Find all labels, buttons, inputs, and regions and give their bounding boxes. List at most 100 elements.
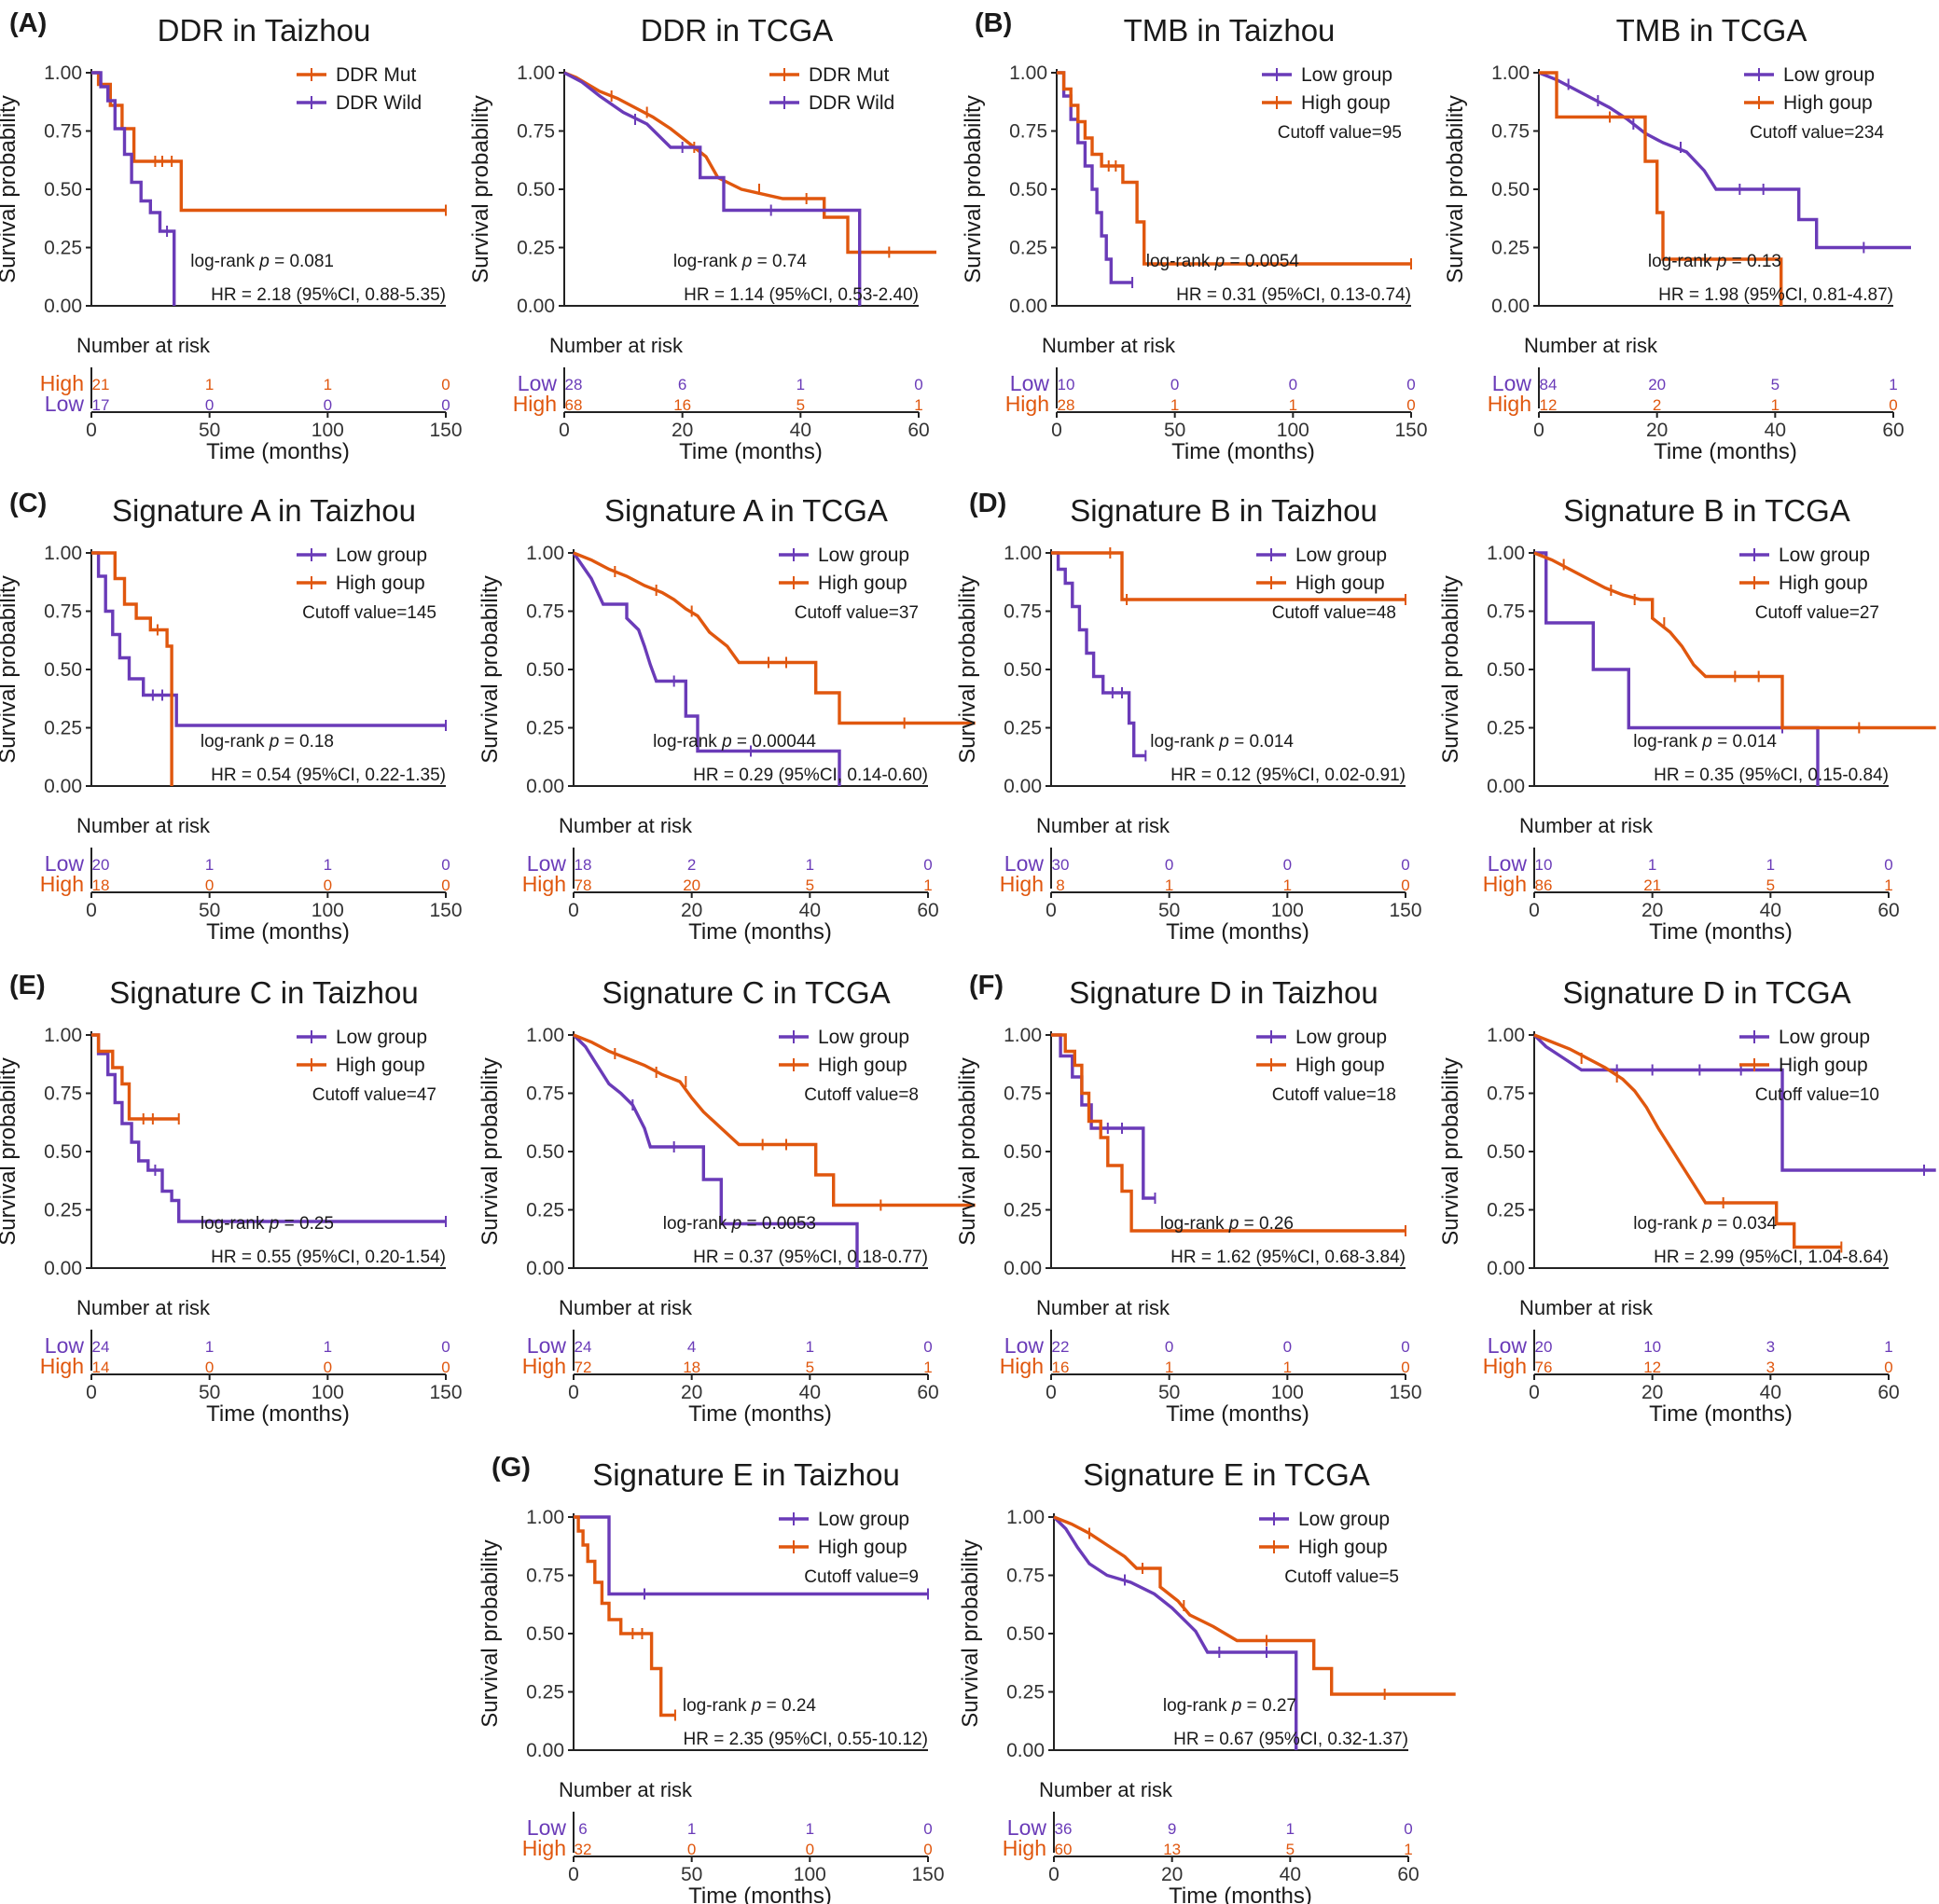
- legend-label: High goup: [336, 1055, 425, 1076]
- x-tick-label: 100: [1271, 900, 1304, 921]
- y-axis-title: Survival probability: [478, 1057, 503, 1245]
- y-tick-label: 0.00: [526, 776, 564, 797]
- logrank-annotation: log-rank p = 0.24: [683, 1696, 817, 1716]
- x-tick-label: 0: [1051, 420, 1062, 441]
- risk-count: 21: [92, 376, 110, 393]
- km-panel: (G) Signature E in Taizhou 0.00 0.25 0.50 0.7…: [478, 1453, 945, 1904]
- risk-count: 10: [1058, 376, 1075, 393]
- survival-curve-orange: [1057, 71, 1411, 266]
- y-tick-label: 0.75: [526, 1566, 564, 1587]
- p-value: = 0.014: [1229, 732, 1295, 752]
- risk-count: 0: [1884, 1359, 1892, 1376]
- logrank-annotation: log-rank p = 0.00044: [653, 732, 816, 752]
- panel-title: TMB in Taizhou: [1124, 13, 1336, 48]
- y-tick-label: 0.75: [1487, 1083, 1525, 1105]
- p-value: = 0.26: [1239, 1214, 1294, 1234]
- hr-annotation: HR = 2.18 (95%CI, 0.88-5.35): [211, 285, 446, 305]
- survival-curve-purple: [572, 1033, 859, 1268]
- km-panel: Signature B in TCGA 0.00 0.25 0.50 0.75 1.00 S…: [1438, 493, 1936, 945]
- panel-title: Signature D in TCGA: [1562, 975, 1850, 1010]
- y-axis-title: Survival probability: [1438, 575, 1463, 763]
- risk-count: 16: [673, 396, 691, 414]
- x-tick-label: 20: [1646, 420, 1668, 441]
- x-tick-label: 150: [1389, 900, 1421, 921]
- y-tick-label: 0.25: [526, 1682, 564, 1704]
- panel-letter: (C): [9, 489, 47, 518]
- x-tick-label: 40: [1765, 420, 1786, 441]
- risk-count: 1: [1884, 1338, 1892, 1356]
- hr-annotation: HR = 0.31 (95%CI, 0.13-0.74): [1176, 285, 1411, 305]
- risk-count: 24: [575, 1338, 592, 1356]
- legend-label: Low group: [336, 545, 427, 566]
- y-tick-label: 0.00: [1004, 1258, 1042, 1279]
- risk-count: 0: [1401, 1338, 1409, 1356]
- risk-count: 4: [687, 1338, 696, 1356]
- y-tick-label: 0.25: [517, 238, 555, 259]
- hr-annotation: HR = 1.14 (95%CI, 0.53-2.40): [684, 285, 919, 305]
- risk-table-title: Number at risk: [559, 814, 693, 837]
- legend-label: Low group: [1779, 1027, 1870, 1048]
- y-tick-label: 1.00: [1004, 543, 1042, 564]
- y-tick-label: 0.25: [526, 718, 564, 739]
- risk-count: 1: [914, 396, 922, 414]
- y-tick-label: 0.50: [526, 1623, 564, 1645]
- x-tick-label: 0: [1048, 1864, 1060, 1885]
- y-tick-label: 0.75: [44, 121, 82, 143]
- cutoff-label: Cutoff value=10: [1755, 1085, 1879, 1105]
- risk-count: 20: [683, 876, 700, 894]
- y-tick-label: 0.75: [1009, 121, 1047, 143]
- legend-label: Low group: [1298, 1509, 1390, 1530]
- legend-label: High goup: [1298, 1537, 1388, 1558]
- survival-curve-purple: [1051, 551, 1146, 758]
- panel-title: Signature C in Taizhou: [109, 975, 418, 1010]
- risk-count: 0: [205, 396, 214, 414]
- y-axis-title: Survival probability: [1438, 1057, 1463, 1245]
- km-panel: (E) Signature C in Taizhou 0.00 0.25 0.50 0.7…: [0, 971, 463, 1427]
- risk-count: 1: [806, 1820, 814, 1838]
- y-tick-label: 1.00: [44, 1025, 82, 1046]
- risk-count: 20: [1648, 376, 1666, 393]
- survival-curve-purple: [1534, 551, 1820, 786]
- risk-count: 0: [1165, 856, 1173, 874]
- x-tick-label: 60: [1397, 1864, 1419, 1885]
- x-tick-label: 0: [559, 420, 570, 441]
- y-axis-title: Survival probability: [478, 1539, 503, 1727]
- y-axis-title: Survival probability: [0, 95, 21, 283]
- risk-group-label: High: [522, 872, 566, 896]
- p-value: = 0.27: [1241, 1696, 1296, 1716]
- risk-table-title: Number at risk: [76, 334, 211, 357]
- logrank-annotation: log-rank p = 0.74: [673, 252, 808, 271]
- x-axis-title: Time (months): [679, 439, 823, 464]
- risk-count: 1: [205, 856, 214, 874]
- panel-letter: (E): [9, 971, 46, 1000]
- x-tick-label: 0: [568, 900, 579, 921]
- survival-curve-orange: [573, 1033, 976, 1207]
- y-tick-label: 1.00: [1487, 1025, 1525, 1046]
- x-tick-label: 100: [1271, 1382, 1304, 1403]
- risk-count: 0: [1283, 1338, 1292, 1356]
- risk-count: 0: [1406, 376, 1415, 393]
- y-tick-label: 0.25: [44, 238, 82, 259]
- survival-curve-orange: [1539, 71, 1783, 306]
- x-axis-title: Time (months): [206, 439, 350, 464]
- risk-group-label: Low: [1007, 1815, 1047, 1840]
- y-tick-label: 0.75: [1006, 1566, 1045, 1587]
- x-tick-label: 50: [199, 900, 220, 921]
- y-tick-label: 0.25: [1006, 1682, 1045, 1704]
- p-value: = 0.18: [279, 732, 334, 752]
- risk-count: 32: [575, 1841, 592, 1858]
- y-tick-label: 0.50: [1004, 659, 1042, 681]
- x-tick-label: 0: [1529, 1382, 1540, 1403]
- risk-count: 1: [324, 376, 332, 393]
- km-panel: Signature C in TCGA 0.00 0.25 0.50 0.75 1.00 S…: [478, 975, 976, 1427]
- risk-group-label: Low: [45, 392, 85, 416]
- survival-curve-purple: [91, 1033, 446, 1223]
- risk-count: 1: [1170, 396, 1179, 414]
- x-tick-label: 0: [1046, 1382, 1057, 1403]
- y-tick-label: 0.50: [526, 659, 564, 681]
- survival-curve-purple: [1057, 71, 1133, 284]
- y-tick-label: 0.00: [1487, 776, 1525, 797]
- risk-count: 1: [1889, 376, 1897, 393]
- cutoff-label: Cutoff value=9: [804, 1567, 919, 1587]
- y-axis-title: Survival probability: [0, 575, 21, 763]
